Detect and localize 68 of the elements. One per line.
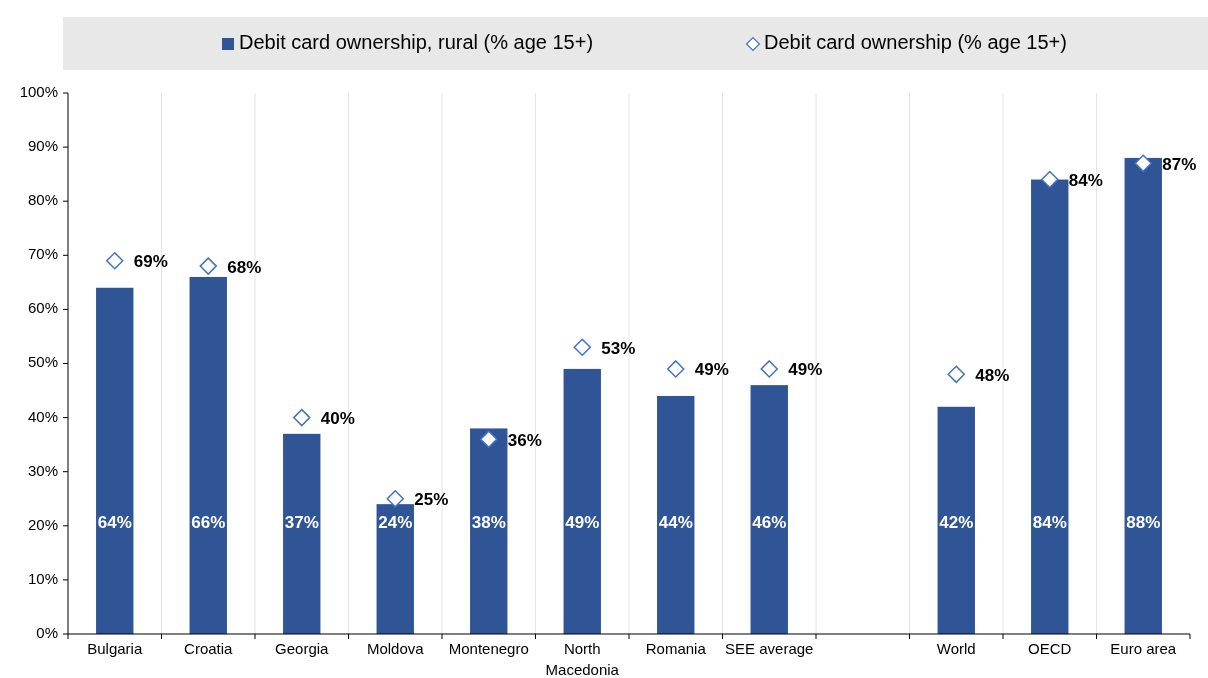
data-label: 69% [133,252,168,272]
data-label: 25% [414,490,449,510]
x-tick-label: Moldova [366,640,425,657]
data-label: 36% [507,430,542,450]
data-label: 24% [378,513,413,533]
point [760,360,778,378]
y-tick-label: 10% [27,569,58,587]
data-label: 48% [975,365,1010,385]
x-tick-label: OECD [1028,640,1072,657]
y-tick-label: 80% [27,191,58,209]
point [573,338,591,357]
y-tick-label: 70% [27,245,58,263]
x-tick-label: Croatia [184,640,234,657]
x-tick-label: SEE average [725,640,814,657]
x-tick-label: Montenegro [448,640,529,657]
bar [283,433,321,634]
bar [1124,157,1162,634]
data-label: 37% [284,513,319,533]
point [199,257,217,275]
data-label: 49% [694,360,729,380]
x-tick-label: Georgia [275,640,330,657]
bar [657,395,695,634]
bar [937,406,975,634]
bar [750,385,788,634]
x-tick-label: Romania [645,640,707,657]
x-tick-label: Euro area [1110,640,1177,657]
y-tick-label: 60% [27,299,58,317]
data-label: 38% [471,513,506,533]
data-label: 46% [752,513,787,533]
data-label: 64% [97,513,132,533]
point [293,408,311,427]
y-tick-label: 90% [27,137,58,155]
x-tick-label: North Macedonia [545,640,620,678]
data-label: 49% [565,513,600,533]
point [480,430,498,448]
y-tick-label: 40% [27,407,58,425]
point [1134,154,1152,173]
data-label: 87% [1162,154,1197,174]
data-label: 44% [658,513,693,533]
y-tick-label: 50% [27,353,58,371]
point [667,360,685,378]
y-tick-label: 0% [36,623,58,641]
y-tick-label: 20% [27,515,58,533]
legend-label: Debit card ownership, rural (% age 15+) [239,31,594,54]
point [386,490,404,508]
legend-label: Debit card ownership (% age 15+) [764,31,1067,54]
point [1041,170,1059,189]
bar [189,276,227,634]
data-label: 49% [788,360,823,380]
x-tick-label: Bulgaria [87,640,143,657]
data-label: 66% [191,513,226,533]
data-label: 84% [1068,171,1103,191]
y-tick-label: 100% [19,82,58,100]
bar [376,504,414,634]
point [106,251,124,270]
point [947,365,965,384]
y-tick-label: 30% [27,461,58,479]
bar [96,287,134,634]
bar [470,428,508,634]
data-label: 88% [1126,513,1161,533]
data-label: 53% [601,338,636,358]
data-label: 40% [320,409,355,429]
data-label: 84% [1032,513,1067,533]
data-label: 68% [227,257,262,277]
bar [1031,179,1069,634]
data-label: 42% [939,513,974,533]
x-tick-label: World [936,640,976,657]
bar [563,368,601,634]
